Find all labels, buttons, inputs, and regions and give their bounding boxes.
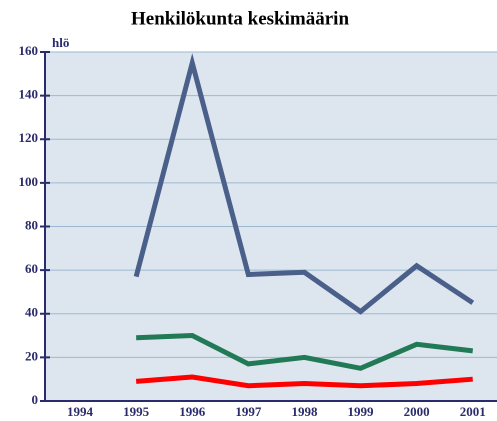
x-tick-label: 1996 [179, 404, 206, 419]
x-tick-label: 1994 [67, 404, 94, 419]
chart-title: Henkilökunta keskimäärin [131, 8, 349, 29]
series-line [136, 333, 474, 371]
y-tick-label: 40 [25, 305, 38, 320]
y-tick-label: 20 [25, 348, 38, 363]
x-tick-label: 1998 [291, 404, 318, 419]
y-tick-label: 160 [19, 43, 39, 58]
y-tick-label: 120 [19, 130, 39, 145]
x-tick-label: 2000 [404, 404, 430, 419]
y-tick-label: 80 [25, 217, 38, 232]
y-tick-label: 140 [19, 87, 39, 102]
y-tick-label: 100 [19, 174, 39, 189]
series-line [135, 374, 473, 389]
series-line [133, 53, 475, 315]
y-tick-label: 60 [25, 261, 38, 276]
x-tick-label: 1995 [123, 404, 150, 419]
y-axis-label: hlö [52, 35, 69, 50]
x-tick-label: 2001 [460, 404, 486, 419]
y-tick-label: 0 [32, 392, 39, 407]
x-tick-label: 1999 [348, 404, 375, 419]
x-tick-label: 1997 [235, 404, 262, 419]
